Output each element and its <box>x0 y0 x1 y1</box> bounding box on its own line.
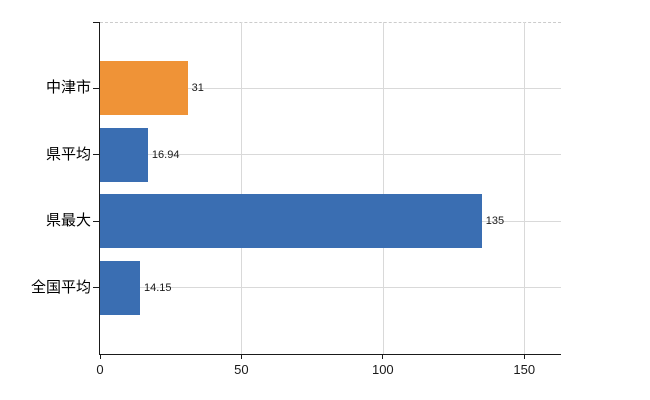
category-label: 中津市 <box>45 79 91 97</box>
x-axis-tick <box>523 354 525 359</box>
bar-value-label: 31 <box>191 82 204 95</box>
bar-value-label: 135 <box>485 215 505 228</box>
x-axis-tick <box>99 354 101 359</box>
y-axis-tick <box>93 87 99 89</box>
bar-県最大 <box>100 194 482 249</box>
y-gridline <box>100 287 561 289</box>
x-tick-label: 50 <box>234 362 249 377</box>
bar-全国平均 <box>100 260 141 315</box>
x-gridline <box>382 22 384 354</box>
bar-県平均 <box>100 127 148 182</box>
y-gridline <box>100 87 561 89</box>
category-label: 県平均 <box>45 145 91 163</box>
y-axis-tick <box>93 220 99 222</box>
y-axis-tick <box>93 287 99 289</box>
y-axis-end-tick <box>93 21 99 23</box>
x-gridline <box>524 22 526 354</box>
y-axis-tick <box>93 154 99 156</box>
bar-value-label: 14.15 <box>144 281 172 294</box>
x-tick-label: 150 <box>513 362 536 377</box>
x-axis-line <box>98 353 561 355</box>
x-gridline <box>241 22 243 354</box>
x-tick-label: 0 <box>96 362 104 377</box>
category-label: 県最大 <box>45 212 91 230</box>
plot-area: 31 16.94 135 14.15 <box>93 21 561 359</box>
y-axis-line <box>98 22 100 355</box>
x-axis-tick <box>240 354 242 359</box>
bar-value-label: 16.94 <box>151 148 180 161</box>
x-axis-tick <box>382 354 384 359</box>
category-label: 全国平均 <box>30 278 91 296</box>
bar-中津市 <box>100 61 188 116</box>
plot-top-border <box>100 22 561 23</box>
y-gridline <box>100 154 561 156</box>
x-tick-label: 100 <box>371 362 394 377</box>
